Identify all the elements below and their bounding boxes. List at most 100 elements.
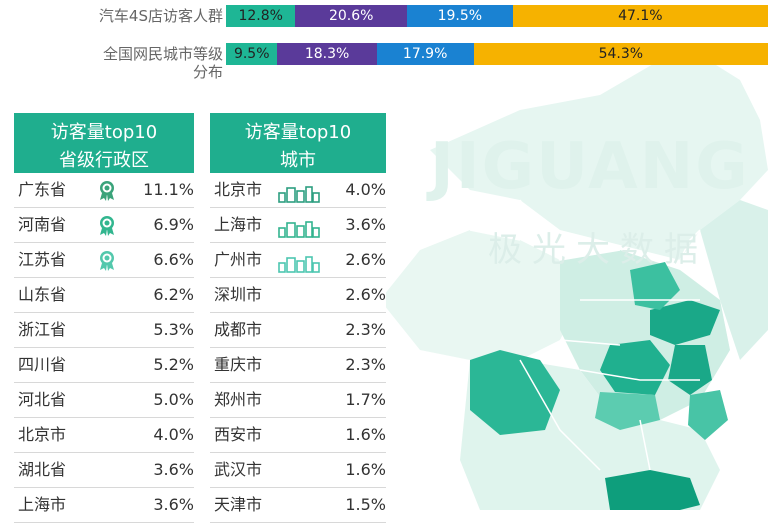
bar-label-line-2: 分布 bbox=[192, 63, 223, 81]
table-header: 访客量top10 城市 bbox=[210, 113, 386, 173]
bar-segment: 54.3% bbox=[473, 43, 768, 65]
table-row: 西安市 1.6% bbox=[210, 418, 386, 453]
row-value: 4.0% bbox=[153, 425, 194, 444]
row-value: 5.3% bbox=[153, 320, 194, 339]
map-region-sichuan bbox=[470, 350, 560, 435]
row-name: 广州市 bbox=[214, 250, 263, 269]
bar-segment: 17.9% bbox=[376, 43, 474, 65]
brand-watermark: JIGUANG bbox=[430, 130, 750, 204]
map-region-north bbox=[430, 55, 768, 260]
map-base-regions bbox=[380, 55, 768, 510]
map-region-henan bbox=[600, 340, 670, 395]
row-name: 湖北省 bbox=[18, 460, 67, 479]
map-region-west bbox=[380, 230, 580, 360]
table-row: 深圳市 2.6% bbox=[210, 278, 386, 313]
bar-track: 12.8% 20.6% 19.5% 47.1% bbox=[226, 5, 768, 27]
map-region-shandong bbox=[650, 300, 720, 345]
table-body: 北京市 4.0% 上海市 3.6% 广州市 2.6% 深圳市 2.6% 成都市 2.3% 重庆市 2.… bbox=[210, 173, 386, 523]
bar-segment: 47.1% bbox=[512, 5, 768, 27]
table-row: 湖北省 3.6% bbox=[14, 453, 194, 488]
row-name: 江苏省 bbox=[18, 250, 67, 269]
row-name: 山东省 bbox=[18, 285, 67, 304]
row-value: 11.1% bbox=[143, 180, 194, 199]
row-name: 上海市 bbox=[214, 215, 263, 234]
row-value: 1.5% bbox=[345, 495, 386, 514]
table-header-line-1: 访客量top10 bbox=[244, 122, 352, 143]
bar-label-line-1: 全国网民城市等级 bbox=[102, 45, 223, 63]
table-row: 广州市 2.6% bbox=[210, 243, 386, 278]
bar-segment: 20.6% bbox=[295, 5, 408, 27]
bar-track: 9.5% 18.3% 17.9% 54.3% bbox=[226, 43, 768, 65]
table-header-line-1: 访客量top10 bbox=[50, 122, 158, 143]
table-row: 天津市 1.5% bbox=[210, 488, 386, 523]
bar-row-national-netizens: 全国网民城市等级 分布 9.5% 18.3% 17.9% 54.3% bbox=[0, 43, 768, 81]
table-row: 山东省 6.2% bbox=[14, 278, 194, 313]
row-value: 2.6% bbox=[345, 250, 386, 269]
brand-watermark-cn: 极光大数据 bbox=[488, 230, 708, 270]
row-value: 6.2% bbox=[153, 285, 194, 304]
row-value: 3.6% bbox=[153, 495, 194, 514]
row-value: 5.0% bbox=[153, 390, 194, 409]
row-name: 浙江省 bbox=[18, 320, 67, 339]
city-silver-icon bbox=[278, 216, 320, 238]
row-name: 河南省 bbox=[18, 215, 67, 234]
table-row: 北京市 4.0% bbox=[14, 418, 194, 453]
table-row: 郑州市 1.7% bbox=[210, 383, 386, 418]
table-row: 四川省 5.2% bbox=[14, 348, 194, 383]
table-row: 上海市 3.6% bbox=[14, 488, 194, 523]
row-value: 1.6% bbox=[345, 460, 386, 479]
city-top10-table: 访客量top10 城市 北京市 4.0% 上海市 3.6% 广州市 2.6% 深圳市 2.6%… bbox=[210, 113, 386, 523]
map-region-hubei bbox=[595, 392, 660, 430]
table-row: 武汉市 1.6% bbox=[210, 453, 386, 488]
bar-segment: 19.5% bbox=[407, 5, 513, 27]
row-name: 北京市 bbox=[18, 425, 67, 444]
table-row: 成都市 2.3% bbox=[210, 313, 386, 348]
bar-label: 全国网民城市等级 分布 bbox=[103, 45, 223, 81]
table-row: 重庆市 2.3% bbox=[210, 348, 386, 383]
row-value: 2.6% bbox=[345, 285, 386, 304]
table-row: 河北省 5.0% bbox=[14, 383, 194, 418]
bar-segment: 18.3% bbox=[277, 43, 377, 65]
row-name: 天津市 bbox=[214, 495, 263, 514]
row-value: 3.6% bbox=[153, 460, 194, 479]
row-name: 成都市 bbox=[214, 320, 263, 339]
row-name: 郑州市 bbox=[214, 390, 263, 409]
row-value: 1.7% bbox=[345, 390, 386, 409]
table-header-line-2: 城市 bbox=[280, 150, 316, 171]
silver-medal-icon bbox=[96, 214, 118, 236]
table-body: 广东省 11.1% 河南省 6.9% 江苏省 6.6% 山东省 6.2% 浙江省 5.3% 四川省 5… bbox=[14, 173, 194, 523]
map-borders bbox=[469, 199, 701, 471]
table-row: 上海市 3.6% bbox=[210, 208, 386, 243]
row-name: 四川省 bbox=[18, 355, 67, 374]
table-row: 河南省 6.9% bbox=[14, 208, 194, 243]
row-name: 上海市 bbox=[18, 495, 67, 514]
bar-row-4s-visitors: 汽车4S店访客人群 12.8% 20.6% 19.5% 47.1% bbox=[0, 5, 768, 27]
row-value: 2.3% bbox=[345, 320, 386, 339]
table-row: 北京市 4.0% bbox=[210, 173, 386, 208]
gold-medal-icon bbox=[96, 179, 118, 201]
table-header: 访客量top10 省级行政区 bbox=[14, 113, 194, 173]
row-name: 河北省 bbox=[18, 390, 67, 409]
row-name: 重庆市 bbox=[214, 355, 263, 374]
bar-segment: 9.5% bbox=[226, 43, 278, 65]
province-top10-table: 访客量top10 省级行政区 广东省 11.1% 河南省 6.9% 江苏省 6.6% 山东省… bbox=[14, 113, 194, 523]
table-row: 浙江省 5.3% bbox=[14, 313, 194, 348]
row-name: 广东省 bbox=[18, 180, 67, 199]
row-value: 2.3% bbox=[345, 355, 386, 374]
row-value: 3.6% bbox=[345, 215, 386, 234]
map-region-zhejiang bbox=[688, 390, 728, 440]
map-region-guangdong bbox=[605, 470, 700, 510]
bar-segment: 12.8% bbox=[226, 5, 296, 27]
table-header-line-2: 省级行政区 bbox=[59, 150, 149, 171]
bronze-medal-icon bbox=[96, 249, 118, 271]
city-gold-icon bbox=[278, 181, 320, 203]
table-row: 广东省 11.1% bbox=[14, 173, 194, 208]
map-region-jiangsu bbox=[668, 345, 712, 395]
map-highlight-regions bbox=[470, 262, 728, 510]
map-region-hebei bbox=[630, 262, 680, 310]
row-value: 4.0% bbox=[345, 180, 386, 199]
bar-label: 汽车4S店访客人群 bbox=[98, 7, 223, 25]
row-value: 1.6% bbox=[345, 425, 386, 444]
table-row: 江苏省 6.6% bbox=[14, 243, 194, 278]
china-map bbox=[380, 55, 768, 510]
